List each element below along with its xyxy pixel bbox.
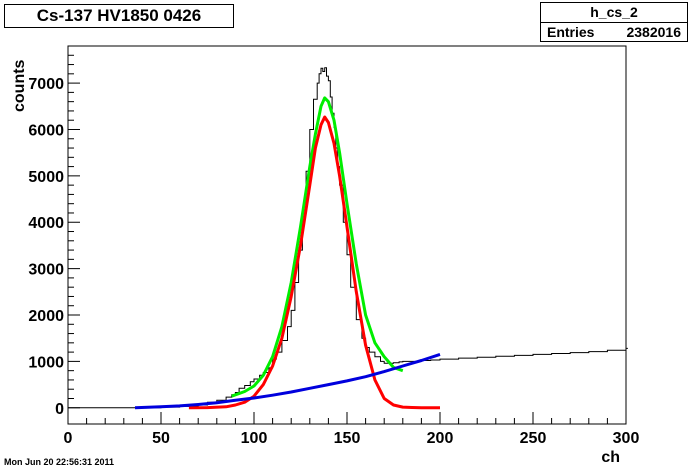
chart-title: Cs-137 HV1850 0426 <box>4 4 234 28</box>
series-fit-curve-1 <box>231 96 404 398</box>
y-tick-label: 7000 <box>28 76 64 93</box>
stats-entries-value: 2382016 <box>626 24 681 40</box>
x-axis-label: ch <box>601 449 620 466</box>
y-tick-label: 1000 <box>28 354 64 371</box>
stats-entries-label: Entries <box>547 24 595 40</box>
y-tick-label: 4000 <box>28 215 64 232</box>
series-fit-curve-2 <box>188 115 440 410</box>
x-tick-label: 150 <box>334 430 361 447</box>
series-histogram <box>68 67 628 409</box>
footer-timestamp: Mon Jun 20 22:56:31 2011 <box>4 457 115 467</box>
series-fit-curve-3 <box>134 352 441 410</box>
stats-box: h_cs_2 Entries 2382016 <box>540 2 688 42</box>
y-tick-label: 3000 <box>28 262 64 279</box>
y-axis-label: counts <box>11 59 28 112</box>
y-tick-label: 2000 <box>28 308 64 325</box>
x-tick-label: 100 <box>241 430 268 447</box>
x-tick-label: 300 <box>613 430 640 447</box>
x-tick-label: 200 <box>427 430 454 447</box>
stats-histogram-name: h_cs_2 <box>541 3 687 23</box>
y-tick-label: 6000 <box>28 122 64 139</box>
y-tick-label: 0 <box>55 401 64 418</box>
x-tick-label: 50 <box>152 430 170 447</box>
y-tick-label: 5000 <box>28 169 64 186</box>
x-tick-label: 0 <box>64 430 73 447</box>
stats-entries-row: Entries 2382016 <box>541 23 687 42</box>
x-tick-label: 250 <box>520 430 547 447</box>
